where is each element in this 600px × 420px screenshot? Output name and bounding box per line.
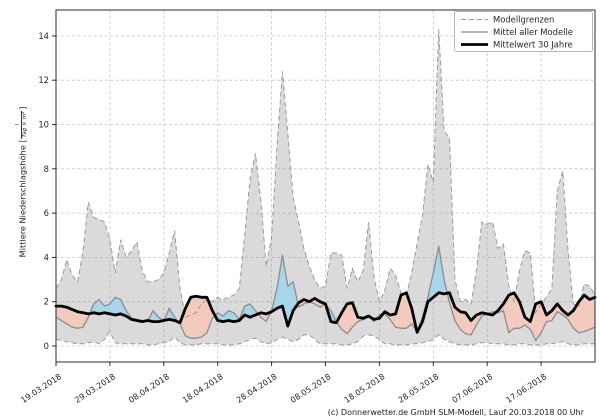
legend-label-mittel-aller-modelle: Mittel aller Modelle [493, 27, 573, 37]
y-tick-label: 4 [44, 252, 49, 262]
y-tick-label: 2 [44, 297, 49, 307]
unit-bracket-open: [ [17, 139, 28, 143]
unit-bracket-close: ] [17, 106, 28, 110]
x-tick-label: 19.03.2018 [19, 371, 63, 405]
mean-30y-line [54, 291, 597, 334]
y-axis-ticks: 0 2 4 6 8 10 12 14 [38, 31, 56, 351]
x-tick-label: 29.03.2018 [73, 371, 117, 405]
x-tick-label: 18.05.2018 [342, 371, 386, 405]
y-tick-label: 10 [38, 120, 49, 130]
x-tick-label: 18.04.2018 [180, 371, 224, 405]
copyright-footer: (c) Donnerwetter.de GmbH SLM-Modell, Lau… [327, 408, 584, 417]
x-tick-label: 08.05.2018 [288, 371, 332, 405]
y-tick-label: 8 [44, 164, 49, 174]
x-tick-label: 28.05.2018 [396, 371, 440, 405]
legend: Modellgrenzen Mittel aller Modelle Mitte… [454, 11, 593, 52]
x-axis-ticks: 19.03.2018 29.03.2018 08.04.2018 18.04.2018… [19, 362, 548, 405]
unit-fraction: l Tag × m² [15, 110, 29, 139]
x-tick-label: 28.04.2018 [234, 371, 278, 405]
y-tick-label: 14 [38, 31, 49, 41]
x-tick-label: 08.04.2018 [127, 371, 171, 405]
y-axis-label-text: Mittlere Niederschlagshöhe [17, 145, 28, 258]
y-tick-label: 0 [44, 341, 49, 351]
x-tick-label: 07.06.2018 [450, 371, 494, 405]
y-tick-label: 6 [44, 208, 49, 218]
unit-denominator: Tag × m² [21, 110, 29, 139]
model-below-normal-band [56, 292, 595, 341]
legend-label-modellgrenzen: Modellgrenzen [493, 14, 554, 24]
legend-box [454, 11, 593, 52]
model-lower-bound-line [55, 330, 595, 346]
y-tick-label: 12 [38, 75, 49, 85]
x-tick-label: 17.06.2018 [504, 371, 548, 405]
legend-label-mittelwert-30-jahre: Mittelwert 30 Jahre [493, 39, 573, 49]
y-axis-label: Mittlere Niederschlagshöhe [l Tag × m²] [15, 82, 30, 282]
